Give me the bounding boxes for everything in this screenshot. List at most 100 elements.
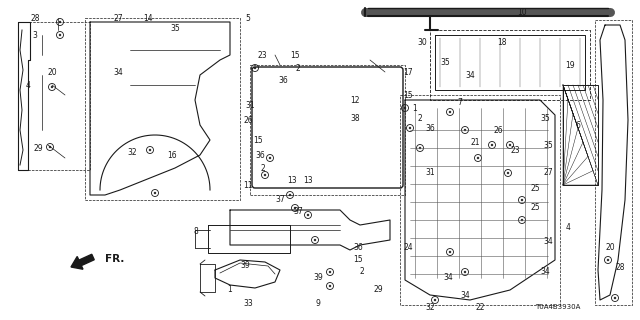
Text: 2: 2 xyxy=(418,114,422,123)
Text: 16: 16 xyxy=(167,150,177,159)
Circle shape xyxy=(521,219,523,221)
Text: 11: 11 xyxy=(243,180,253,189)
Circle shape xyxy=(409,127,411,129)
Text: 35: 35 xyxy=(543,140,553,149)
Circle shape xyxy=(329,271,331,273)
Text: 17: 17 xyxy=(403,68,413,76)
Circle shape xyxy=(419,147,421,149)
Circle shape xyxy=(264,174,266,176)
Text: 35: 35 xyxy=(170,23,180,33)
Text: 15: 15 xyxy=(353,255,363,265)
Circle shape xyxy=(289,194,291,196)
Text: 34: 34 xyxy=(543,237,553,246)
Text: 35: 35 xyxy=(440,58,450,67)
Text: 32: 32 xyxy=(425,303,435,313)
Text: 25: 25 xyxy=(530,204,540,212)
Circle shape xyxy=(307,214,309,216)
Circle shape xyxy=(294,207,296,209)
Text: 23: 23 xyxy=(510,146,520,155)
Text: 1: 1 xyxy=(413,103,417,113)
Circle shape xyxy=(154,192,156,194)
Text: 31: 31 xyxy=(425,167,435,177)
Text: 14: 14 xyxy=(143,13,153,22)
Text: 3: 3 xyxy=(33,30,37,39)
Text: 9: 9 xyxy=(316,299,321,308)
Text: 39: 39 xyxy=(240,260,250,269)
Text: 34: 34 xyxy=(540,268,550,276)
Text: 2: 2 xyxy=(296,63,300,73)
Text: 36: 36 xyxy=(278,76,288,84)
Circle shape xyxy=(254,67,256,69)
Text: 20: 20 xyxy=(605,244,615,252)
Text: 5: 5 xyxy=(246,13,250,22)
Text: 8: 8 xyxy=(194,228,198,236)
Circle shape xyxy=(509,144,511,146)
Text: 24: 24 xyxy=(403,244,413,252)
Text: 38: 38 xyxy=(350,114,360,123)
Text: FR.: FR. xyxy=(105,254,124,264)
Text: 10: 10 xyxy=(517,7,527,17)
Circle shape xyxy=(477,157,479,159)
Text: 15: 15 xyxy=(403,91,413,100)
Text: 2: 2 xyxy=(360,268,364,276)
Text: 28: 28 xyxy=(615,263,625,273)
Text: 27: 27 xyxy=(543,167,553,177)
Text: 32: 32 xyxy=(127,148,137,156)
Text: 7: 7 xyxy=(458,98,463,107)
Circle shape xyxy=(449,251,451,253)
Circle shape xyxy=(51,86,53,88)
Text: 36: 36 xyxy=(425,124,435,132)
Circle shape xyxy=(49,146,51,148)
Text: 29: 29 xyxy=(373,285,383,294)
Circle shape xyxy=(314,239,316,241)
Text: 28: 28 xyxy=(30,13,40,22)
Text: 1: 1 xyxy=(228,285,232,294)
Circle shape xyxy=(521,199,523,201)
Text: T0A4B3930A: T0A4B3930A xyxy=(535,304,580,310)
Text: 34: 34 xyxy=(113,68,123,76)
Text: 21: 21 xyxy=(470,138,480,147)
Text: 39: 39 xyxy=(313,274,323,283)
Text: 22: 22 xyxy=(476,303,484,313)
Text: 12: 12 xyxy=(350,95,360,105)
Text: 26: 26 xyxy=(493,125,503,134)
Text: 15: 15 xyxy=(290,51,300,60)
Circle shape xyxy=(329,285,331,287)
Text: 2: 2 xyxy=(260,164,266,172)
Text: 19: 19 xyxy=(565,60,575,69)
Text: 31: 31 xyxy=(245,100,255,109)
Text: 33: 33 xyxy=(243,299,253,308)
Circle shape xyxy=(449,111,451,113)
Circle shape xyxy=(59,21,61,23)
Text: 35: 35 xyxy=(540,114,550,123)
Circle shape xyxy=(491,144,493,146)
Text: 34: 34 xyxy=(443,274,453,283)
Text: 36: 36 xyxy=(353,244,363,252)
Text: 4: 4 xyxy=(566,223,570,233)
Text: 6: 6 xyxy=(575,121,580,130)
Text: 13: 13 xyxy=(287,175,297,185)
Text: 30: 30 xyxy=(417,37,427,46)
Text: 20: 20 xyxy=(47,68,57,76)
Text: 15: 15 xyxy=(253,135,263,145)
Text: 37: 37 xyxy=(275,196,285,204)
Text: 4: 4 xyxy=(26,81,31,90)
Circle shape xyxy=(464,129,466,131)
Circle shape xyxy=(607,259,609,261)
Circle shape xyxy=(149,149,151,151)
Text: 36: 36 xyxy=(255,150,265,159)
Circle shape xyxy=(614,297,616,299)
Text: 23: 23 xyxy=(257,51,267,60)
Circle shape xyxy=(464,271,466,273)
Text: 29: 29 xyxy=(33,143,43,153)
Circle shape xyxy=(269,157,271,159)
FancyArrow shape xyxy=(71,254,94,269)
Circle shape xyxy=(404,107,406,109)
Text: 37: 37 xyxy=(293,207,303,217)
Text: 34: 34 xyxy=(465,70,475,79)
Text: 13: 13 xyxy=(303,175,313,185)
Text: 26: 26 xyxy=(243,116,253,124)
Circle shape xyxy=(59,34,61,36)
Circle shape xyxy=(434,299,436,301)
Circle shape xyxy=(507,172,509,174)
